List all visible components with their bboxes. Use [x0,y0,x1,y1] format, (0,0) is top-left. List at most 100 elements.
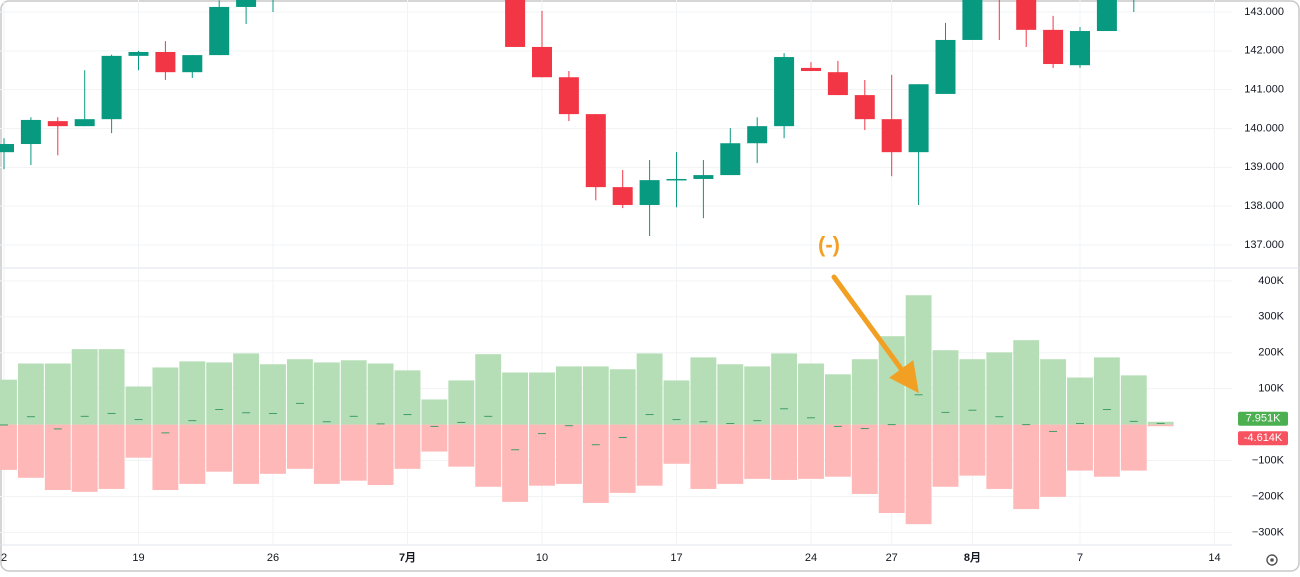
annotation-arrow [831,274,919,394]
histogram-bar [609,424,636,493]
histogram-bar [798,424,824,479]
histogram-bar [529,372,555,425]
histogram-bar [905,424,932,525]
y-tick-label: 142.000 [1244,45,1284,57]
histogram-bar [1013,340,1040,425]
y-tick-label: 138.000 [1244,200,1284,212]
histogram-bar [905,295,932,425]
histogram-bar [1040,424,1067,497]
histogram-bar [475,354,502,425]
histogram-bar [394,370,421,425]
histogram-bar [448,380,475,425]
histogram-bar [44,424,71,491]
histogram-bar [448,424,475,467]
candle-body [558,77,579,115]
candle-body [827,72,848,96]
histogram-bar [17,424,44,478]
histogram-bar [286,424,313,469]
y-tick-label: 140.000 [1244,122,1284,134]
histogram-bar [851,424,878,494]
y-tick-label: 300K [1258,311,1284,323]
settings-icon[interactable] [1266,554,1278,566]
histogram-bar [717,364,744,425]
histogram-bar [986,352,1013,425]
x-tick-label: 10 [536,552,548,564]
histogram-bar [421,399,448,425]
candle-body [908,84,929,153]
y-tick-label: 139.000 [1244,161,1284,173]
histogram-bar [582,366,609,425]
y-tick-label: 100K [1258,383,1284,395]
candle-body [532,46,552,78]
histogram-bar [394,424,421,469]
candle-body [693,175,714,179]
histogram-bar [71,349,98,425]
candle-body [720,143,741,176]
histogram-bar [959,424,986,476]
histogram-bar [1147,424,1174,427]
axes: 137.000 138.000 139.000 140.000 141.000 142.0… [1,6,1288,564]
last-value-label: -4.614K [1244,432,1283,444]
histogram-bar [798,363,824,425]
histogram-bar [421,424,448,452]
histogram-bar [179,361,206,425]
y-tick-label: 400K [1258,275,1284,287]
histogram-bar [690,357,717,425]
indicator-pane [0,269,1232,545]
candle-body [182,55,203,73]
histogram-bar [206,424,233,472]
histogram-bar [582,424,609,503]
x-tick-label: 7月 [399,551,416,564]
histogram-bar [636,424,663,486]
histogram-bar [932,350,959,425]
histogram-bar [771,353,798,425]
histogram-bar [824,374,851,425]
candle-body [639,180,660,205]
candle-body [666,178,687,181]
histogram-bar [609,369,636,425]
y-tick-label: 141.000 [1244,84,1284,96]
histogram-bar [851,359,878,425]
histogram-bar [959,359,986,425]
candle-body [128,51,149,56]
candle-body [962,0,983,40]
y-tick-label: −200K [1252,490,1285,502]
histogram-bar [555,424,582,484]
candle-body [881,119,902,153]
histogram-bar [475,424,502,487]
histogram-bar [986,424,1013,489]
histogram-bar [179,424,206,484]
histogram-bar [313,362,340,425]
histogram-bar [260,424,286,474]
histogram-bar [1013,424,1040,510]
candle-body [1070,31,1090,66]
x-tick-label: 26 [267,552,279,564]
histogram-bar [1093,357,1120,425]
x-tick-label: 24 [805,552,817,564]
candle-body [747,126,768,144]
candle-body [0,144,14,153]
histogram-bar [313,424,340,484]
candle-body [801,67,821,72]
candle-body [935,39,956,94]
histogram-bar [555,366,582,425]
histogram-bar [152,367,179,425]
histogram-bar [340,360,367,425]
last-value-label: 7.951K [1246,413,1282,425]
histogram-bar [663,424,690,464]
histogram-bar [98,424,125,489]
histogram-bar [125,386,152,425]
histogram-bar [502,424,529,502]
last-value-box [1238,431,1288,446]
histogram-bar [932,424,959,487]
histogram-bar [71,424,98,492]
histogram-bar [233,353,260,425]
histogram-bar [367,424,394,485]
histogram-bar [44,363,71,425]
histogram-bar [152,424,179,491]
candle-body [209,6,230,56]
histogram-bar [233,424,260,484]
x-tick-label: 27 [886,552,898,564]
x-tick-label: 19 [132,552,144,564]
